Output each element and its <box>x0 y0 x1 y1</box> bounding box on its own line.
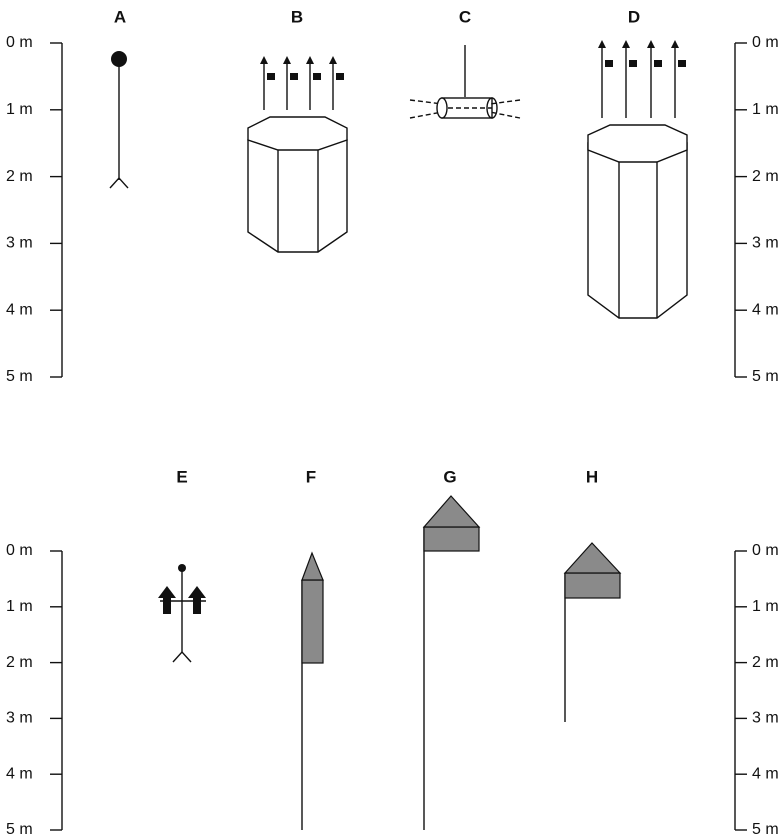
scale-label: 1 m <box>6 101 33 118</box>
scale-label: 4 m <box>752 301 779 318</box>
flag <box>336 73 344 80</box>
figure-c <box>409 45 521 119</box>
scale-label: 5 m <box>6 821 33 838</box>
figure-d <box>587 40 688 319</box>
arrow-head <box>283 56 291 64</box>
scale-label: 2 m <box>752 168 779 185</box>
panel-label: E <box>176 467 187 486</box>
scale-label: 0 m <box>752 542 779 559</box>
figure-f <box>301 551 324 830</box>
scale-label: 3 m <box>6 235 33 252</box>
scale-label: 2 m <box>6 654 33 671</box>
arrow-head <box>671 40 679 48</box>
panel-label: A <box>114 7 126 26</box>
arrow-head <box>306 56 314 64</box>
arrow-head <box>260 56 268 64</box>
panel-label: H <box>586 467 598 486</box>
flag <box>605 60 613 67</box>
figure-e <box>158 564 206 663</box>
scale-label: 3 m <box>6 710 33 727</box>
panel-label: G <box>443 467 456 486</box>
flag <box>678 60 686 67</box>
panel-label: F <box>306 467 316 486</box>
scale-label: 0 m <box>6 34 33 51</box>
flag <box>629 60 637 67</box>
scale-label: 1 m <box>752 101 779 118</box>
panel-label: C <box>459 7 471 26</box>
scale-label: 3 m <box>752 710 779 727</box>
arrow-head <box>622 40 630 48</box>
flag <box>654 60 662 67</box>
scale-label: 3 m <box>752 235 779 252</box>
figure-h <box>563 542 622 722</box>
scale-label: 5 m <box>6 368 33 385</box>
panel-label: B <box>291 7 303 26</box>
scale-label: 5 m <box>752 821 779 838</box>
scale-label: 5 m <box>752 368 779 385</box>
scale-label: 0 m <box>752 34 779 51</box>
scale-label: 4 m <box>752 765 779 782</box>
arrow-head <box>598 40 606 48</box>
scale-label: 4 m <box>6 301 33 318</box>
figure-b <box>247 56 348 253</box>
arrow-head <box>329 56 337 64</box>
figure-a <box>109 51 129 189</box>
figure-g <box>422 495 481 830</box>
scale-label: 2 m <box>6 168 33 185</box>
panel-label: D <box>628 7 640 26</box>
scale-label: 1 m <box>6 598 33 615</box>
arrow-head <box>647 40 655 48</box>
scale-label: 2 m <box>752 654 779 671</box>
scale-label: 4 m <box>6 765 33 782</box>
scale-label: 1 m <box>752 598 779 615</box>
flag <box>290 73 298 80</box>
flag <box>267 73 275 80</box>
scale-label: 0 m <box>6 542 33 559</box>
flag <box>313 73 321 80</box>
